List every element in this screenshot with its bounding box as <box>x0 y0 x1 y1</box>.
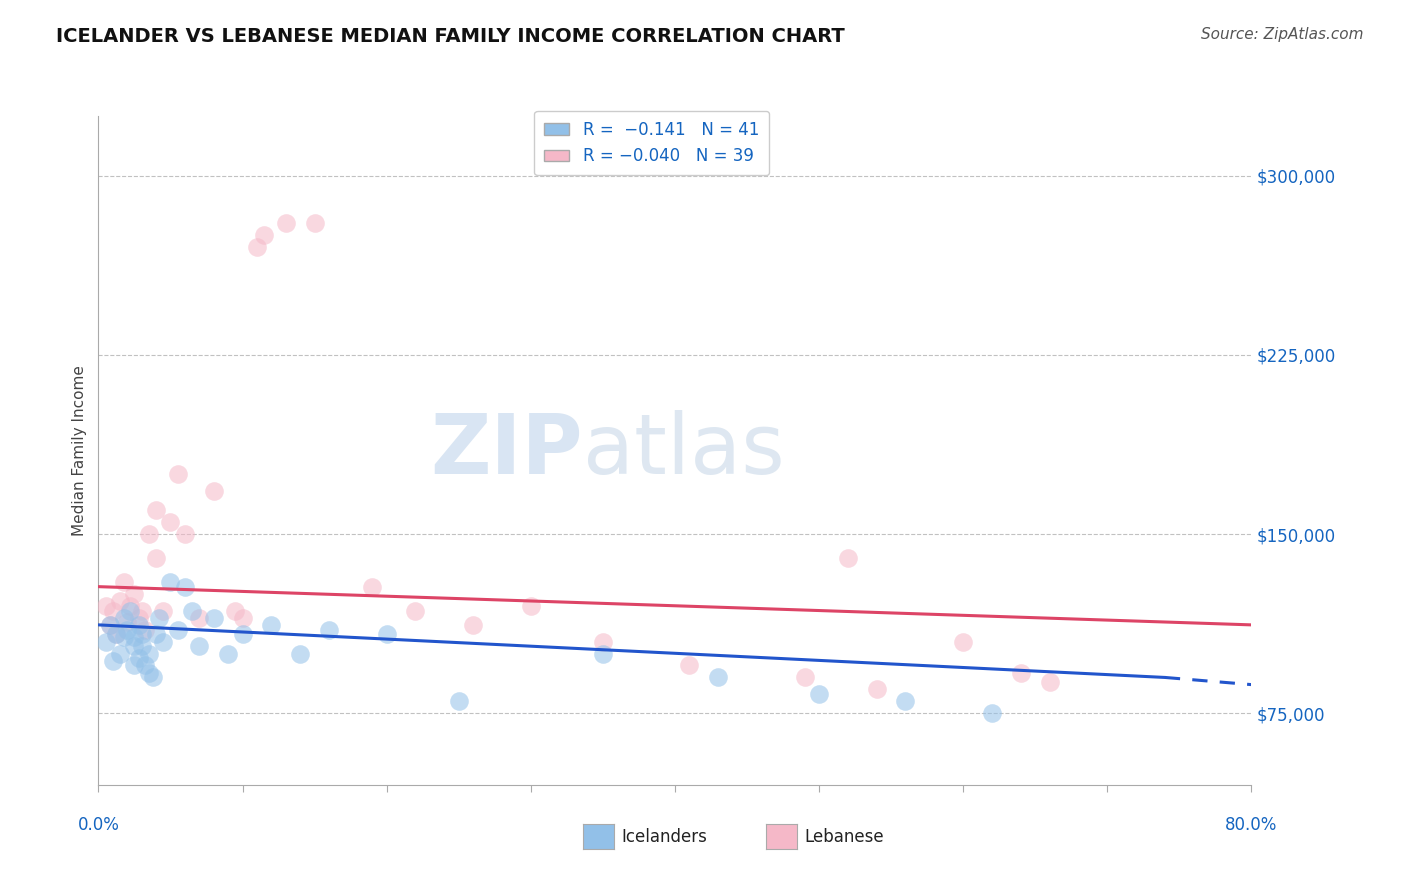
Point <box>134 623 156 637</box>
Point <box>124 587 146 601</box>
Point <box>461 618 484 632</box>
Point <box>253 228 276 243</box>
Point <box>188 610 211 624</box>
Point <box>866 682 889 697</box>
Point <box>131 640 153 654</box>
Point <box>231 627 254 641</box>
Point <box>112 630 135 644</box>
Point <box>1038 675 1062 690</box>
Point <box>104 627 127 641</box>
Point <box>120 599 142 613</box>
Point <box>361 580 384 594</box>
Point <box>104 627 127 641</box>
Point <box>793 670 815 684</box>
Point <box>142 670 165 684</box>
Point <box>260 618 283 632</box>
Point <box>202 610 225 624</box>
Point <box>108 594 131 608</box>
Text: atlas: atlas <box>582 410 785 491</box>
Point <box>112 574 135 589</box>
Point <box>98 618 121 632</box>
Point <box>202 484 225 499</box>
Point <box>145 503 167 517</box>
Point <box>166 467 188 482</box>
Text: Lebanese: Lebanese <box>804 828 884 846</box>
Y-axis label: Median Family Income: Median Family Income <box>72 365 87 536</box>
Point <box>134 658 156 673</box>
Point <box>138 527 160 541</box>
Point <box>159 574 181 589</box>
Point <box>138 665 160 680</box>
Point <box>807 687 830 701</box>
Point <box>246 240 269 254</box>
Point <box>290 647 312 661</box>
Point <box>159 515 181 529</box>
Text: Icelanders: Icelanders <box>621 828 707 846</box>
Point <box>304 217 326 231</box>
Point <box>188 640 211 654</box>
Point <box>894 694 917 708</box>
Point <box>124 640 146 654</box>
Text: ICELANDER VS LEBANESE MEDIAN FAMILY INCOME CORRELATION CHART: ICELANDER VS LEBANESE MEDIAN FAMILY INCO… <box>56 27 845 45</box>
Point <box>131 627 153 641</box>
Text: 80.0%: 80.0% <box>1225 816 1278 834</box>
Point <box>101 603 124 617</box>
Text: Source: ZipAtlas.com: Source: ZipAtlas.com <box>1201 27 1364 42</box>
Point <box>145 551 167 566</box>
Point <box>447 694 470 708</box>
Point <box>124 658 146 673</box>
Point <box>520 599 543 613</box>
Point <box>131 603 153 617</box>
Point <box>1010 665 1032 680</box>
Point <box>405 603 427 617</box>
Point <box>181 603 204 617</box>
Point <box>707 670 730 684</box>
Point <box>112 610 135 624</box>
Point <box>94 599 117 613</box>
Point <box>174 527 197 541</box>
Point <box>152 634 174 648</box>
Point <box>138 647 160 661</box>
Point <box>152 603 174 617</box>
Text: ZIP: ZIP <box>430 410 582 491</box>
Point <box>148 610 170 624</box>
Point <box>128 651 150 665</box>
Point <box>108 647 131 661</box>
Point <box>117 623 138 637</box>
Point <box>166 623 188 637</box>
Point <box>592 647 614 661</box>
Text: 0.0%: 0.0% <box>77 816 120 834</box>
Point <box>837 551 859 566</box>
Point <box>120 603 142 617</box>
Point <box>128 610 150 624</box>
Point <box>375 627 398 641</box>
Point <box>145 627 167 641</box>
Point <box>124 630 146 644</box>
Point <box>117 615 138 630</box>
Legend: R =  −0.141   N = 41, R = −0.040   N = 39: R = −0.141 N = 41, R = −0.040 N = 39 <box>534 111 769 175</box>
Point <box>231 610 254 624</box>
Point <box>678 658 700 673</box>
Point <box>318 623 340 637</box>
Point <box>981 706 1004 721</box>
Point <box>217 647 239 661</box>
Point <box>952 634 974 648</box>
Point <box>224 603 246 617</box>
Point <box>274 217 297 231</box>
Point <box>98 618 121 632</box>
Point <box>174 580 197 594</box>
Point <box>94 634 117 648</box>
Point <box>128 618 150 632</box>
Point <box>101 654 124 668</box>
Point <box>592 634 614 648</box>
